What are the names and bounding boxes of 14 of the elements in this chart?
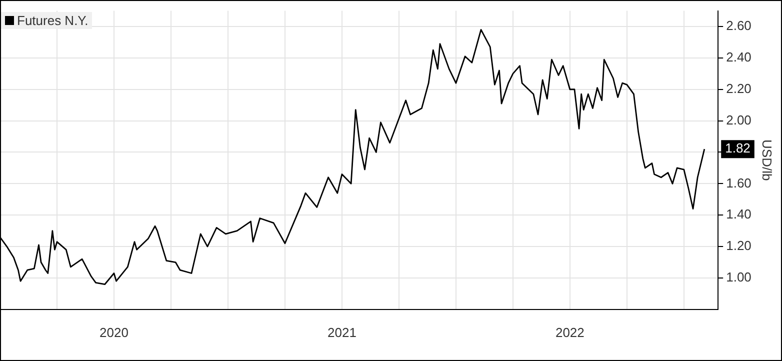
x-tick-label: 2022 <box>555 324 584 340</box>
x-tick-label: 2020 <box>100 324 128 340</box>
y-tick-label: 1.20 <box>726 238 752 254</box>
y-tick-label: 2.20 <box>726 80 752 96</box>
y-tick-label: 2.00 <box>726 112 752 128</box>
y-tick-label: 2.40 <box>726 50 752 65</box>
y-axis-title: USD/lb <box>760 140 775 181</box>
annotation: 1.82 <box>725 140 750 156</box>
y-tick-label: 1.60 <box>726 175 752 190</box>
y-tick-label: 1.00 <box>726 270 752 285</box>
legend-label: Futures N.Y. <box>17 12 88 28</box>
x-tick-label: 2021 <box>327 324 356 340</box>
y-tick-label: 2.60 <box>726 18 752 34</box>
y-tick-label: 1.40 <box>726 206 752 222</box>
